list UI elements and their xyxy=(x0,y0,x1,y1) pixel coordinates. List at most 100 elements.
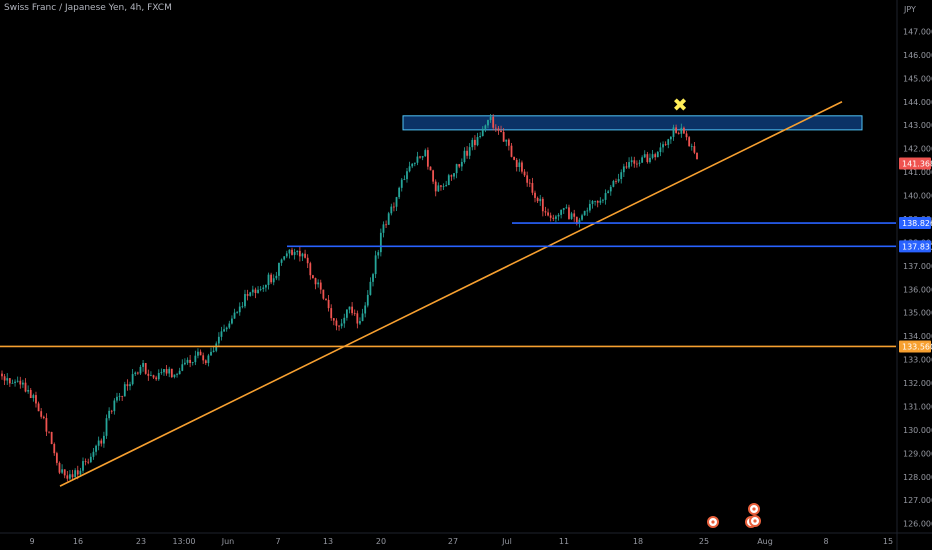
candle-body xyxy=(374,255,377,275)
candle-body xyxy=(178,370,181,375)
x-tick-label: 8 xyxy=(823,537,828,546)
candle-body xyxy=(573,213,576,217)
level-tag-137831-bg xyxy=(899,240,931,253)
candle-body xyxy=(602,199,604,201)
y-tick-label: 147.000 xyxy=(903,27,932,36)
candle-body xyxy=(48,431,50,433)
candle-body xyxy=(591,200,594,204)
candle-body xyxy=(322,289,325,299)
candle-body xyxy=(403,179,406,180)
candle-body xyxy=(285,253,288,257)
currency-label: JPY xyxy=(903,5,916,14)
last-price-tag-label: 141.368 xyxy=(902,159,932,168)
candle-body xyxy=(257,289,259,293)
candle-body xyxy=(411,163,414,167)
candle-body xyxy=(249,292,252,296)
candle-body xyxy=(630,160,633,163)
candle-body xyxy=(14,381,16,383)
candle-body xyxy=(108,410,111,419)
candle-body xyxy=(588,203,591,211)
candle-body xyxy=(87,461,90,463)
candle-body xyxy=(212,350,215,352)
candle-body xyxy=(654,154,657,158)
candle-body xyxy=(523,171,526,176)
candle-body xyxy=(82,461,84,471)
candle-body xyxy=(460,162,463,167)
candle-body xyxy=(463,150,466,163)
x-tick-label: 20 xyxy=(376,537,386,546)
candle-body xyxy=(280,259,283,263)
candle-body xyxy=(628,162,630,168)
candle-body xyxy=(596,200,599,203)
candle-body xyxy=(442,186,445,188)
candle-body xyxy=(497,128,500,131)
candle-body xyxy=(385,224,387,226)
drawings-layer: ✖ xyxy=(0,95,896,487)
candle-body xyxy=(53,444,56,454)
candle-body xyxy=(42,416,45,419)
candle-body xyxy=(690,146,693,147)
candle-body xyxy=(126,384,129,387)
level-tag-138826: 138.826 xyxy=(899,217,932,230)
candle-body xyxy=(419,156,421,158)
y-tick-label: 145.000 xyxy=(903,74,932,83)
candle-body xyxy=(536,197,539,202)
y-tick-label: 143.000 xyxy=(903,121,932,130)
candle-body xyxy=(416,156,419,163)
candle-body xyxy=(440,185,442,187)
candle-body xyxy=(494,127,497,129)
candle-body xyxy=(228,323,231,328)
candle-body xyxy=(646,154,649,163)
candle-body xyxy=(361,313,364,322)
candle-body xyxy=(157,372,160,380)
candle-body xyxy=(424,150,427,157)
candle-body xyxy=(61,469,63,473)
last-price-tag-bg xyxy=(899,157,931,170)
event-marker-dot xyxy=(711,520,715,524)
candle-body xyxy=(304,253,306,258)
candle-body xyxy=(16,380,19,382)
x-tick-label: Jul xyxy=(501,537,512,546)
x-tick-label: 7 xyxy=(275,537,280,546)
candle-body xyxy=(147,373,150,376)
y-tick-label: 140.000 xyxy=(903,192,932,201)
candle-body xyxy=(327,299,330,309)
candle-body xyxy=(356,313,359,324)
candle-body xyxy=(479,135,482,138)
candle-body xyxy=(505,139,508,142)
candle-body xyxy=(510,145,513,157)
candle-body xyxy=(426,150,429,167)
candle-body xyxy=(502,131,505,142)
level-tag-137831: 137.831 xyxy=(899,240,932,253)
candle-body xyxy=(408,166,411,172)
candle-body xyxy=(202,355,205,361)
time-axis[interactable]: 9 16 23 13:00 Jun 7 13 20 27 Jul 11 18 25 Aug 8 15 xyxy=(29,537,893,546)
candle-body xyxy=(22,382,24,385)
candle-body xyxy=(656,152,659,158)
candle-body xyxy=(71,474,74,478)
candle-body xyxy=(241,306,244,308)
candle-body xyxy=(400,179,403,188)
x-tick-label: 13 xyxy=(323,537,333,546)
candle-body xyxy=(500,130,502,132)
candle-body xyxy=(136,372,139,374)
candle-body xyxy=(37,403,40,412)
candle-body xyxy=(633,160,636,164)
candle-body xyxy=(8,378,11,384)
candle-body xyxy=(84,461,87,462)
candle-body xyxy=(675,127,677,133)
y-tick-label: 142.000 xyxy=(903,145,932,154)
candle-body xyxy=(118,395,121,397)
level-tag-138826-label: 138.826 xyxy=(902,219,932,228)
candle-body xyxy=(372,274,374,282)
price-axis[interactable]: JPY 147.000 146.000 145.000 144.000 143.000 14… xyxy=(903,5,932,529)
candle-body xyxy=(97,440,100,446)
candle-body xyxy=(604,193,607,200)
candle-body xyxy=(142,363,144,367)
candle-body xyxy=(492,116,495,128)
candle-body xyxy=(649,157,651,163)
y-tick-label: 130.000 xyxy=(903,426,932,435)
candle-body xyxy=(55,453,58,463)
candle-body xyxy=(220,331,223,337)
